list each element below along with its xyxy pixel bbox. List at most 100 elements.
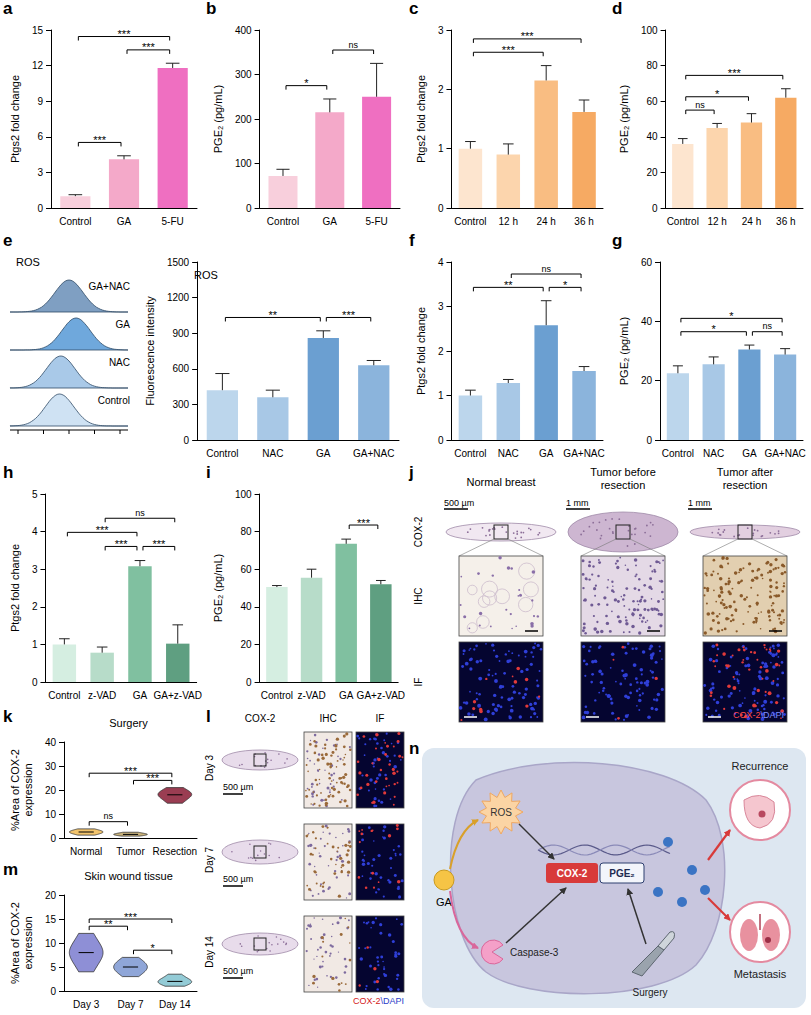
- svg-text:400: 400: [235, 25, 252, 36]
- svg-text:***: ***: [728, 67, 742, 79]
- svg-text:500 µm: 500 µm: [444, 498, 474, 508]
- svg-text:Normal breast: Normal breast: [466, 476, 535, 488]
- svg-text:3: 3: [37, 167, 43, 178]
- svg-text:***: ***: [357, 517, 371, 529]
- svg-text:***: ***: [521, 30, 535, 42]
- svg-text:3: 3: [438, 25, 444, 36]
- svg-text:5: 5: [50, 962, 56, 973]
- svg-text:***: ***: [124, 765, 138, 777]
- svg-text:PGE₂ (pg/mL): PGE₂ (pg/mL): [212, 554, 224, 622]
- svg-text:60: 60: [646, 96, 658, 107]
- svg-text:5-FU: 5-FU: [365, 216, 387, 227]
- svg-text:**: **: [504, 279, 513, 291]
- svg-text:expression: expression: [22, 763, 34, 816]
- svg-text:1 mm: 1 mm: [688, 498, 711, 508]
- svg-text:Metastasis: Metastasis: [734, 968, 787, 980]
- svg-text:***: ***: [146, 772, 160, 784]
- svg-text:%Area of COX-2: %Area of COX-2: [9, 902, 21, 984]
- svg-text:0: 0: [246, 203, 252, 214]
- svg-text:IHC: IHC: [319, 713, 336, 724]
- svg-text:6: 6: [37, 131, 43, 142]
- svg-text:Surgery: Surgery: [109, 717, 148, 729]
- svg-text:***: ***: [342, 309, 356, 321]
- svg-text:1 mm: 1 mm: [566, 498, 589, 508]
- svg-text:GA+z-VAD: GA+z-VAD: [357, 690, 405, 701]
- svg-text:PGE₂ (pg/mL): PGE₂ (pg/mL): [618, 317, 630, 385]
- svg-text:GA: GA: [133, 690, 148, 701]
- svg-text:ROS: ROS: [490, 807, 512, 818]
- svg-text:0: 0: [646, 435, 652, 446]
- svg-text:**: **: [269, 309, 278, 321]
- svg-text:5-FU: 5-FU: [162, 216, 184, 227]
- svg-text:Control: Control: [267, 216, 299, 227]
- svg-text:0: 0: [37, 203, 43, 214]
- svg-text:Fluorescence intensity: Fluorescence intensity: [144, 296, 156, 406]
- svg-text:***: ***: [118, 28, 132, 40]
- svg-text:Day 7: Day 7: [204, 847, 215, 874]
- svg-text:200: 200: [235, 114, 252, 125]
- svg-text:500 µm: 500 µm: [223, 874, 253, 884]
- svg-text:500 µm: 500 µm: [223, 966, 253, 976]
- svg-text:Ptgs2 fold change: Ptgs2 fold change: [415, 307, 427, 395]
- svg-text:12: 12: [32, 60, 44, 71]
- svg-text:***: ***: [152, 538, 166, 550]
- svg-text:***: ***: [93, 134, 107, 146]
- svg-text:15: 15: [32, 25, 44, 36]
- svg-text:PGE₂ (pg/mL): PGE₂ (pg/mL): [212, 85, 224, 153]
- svg-text:100: 100: [235, 158, 252, 169]
- svg-text:z-VAD: z-VAD: [88, 690, 116, 701]
- svg-text:GA+NAC: GA+NAC: [89, 281, 130, 292]
- svg-text:GA: GA: [742, 448, 757, 459]
- svg-text:5: 5: [32, 489, 38, 500]
- svg-text:ns: ns: [104, 811, 114, 821]
- svg-text:IF: IF: [376, 713, 385, 724]
- svg-text:Control: Control: [454, 448, 486, 459]
- svg-text:Control: Control: [662, 448, 694, 459]
- svg-text:20: 20: [240, 639, 252, 650]
- svg-text:Tumor before: Tumor before: [590, 466, 656, 478]
- svg-text:20: 20: [646, 167, 658, 178]
- svg-text:12 h: 12 h: [707, 216, 726, 227]
- svg-text:80: 80: [646, 60, 658, 71]
- svg-text:300: 300: [172, 399, 189, 410]
- svg-text:12 h: 12 h: [499, 216, 518, 227]
- svg-text:100: 100: [235, 489, 252, 500]
- svg-text:GA+NAC: GA+NAC: [353, 448, 394, 459]
- svg-text:*: *: [151, 942, 156, 954]
- svg-text:60: 60: [641, 257, 653, 268]
- svg-text:Day 14: Day 14: [159, 999, 191, 1010]
- svg-text:COX-2: COX-2: [413, 516, 424, 547]
- svg-text:24 h: 24 h: [742, 216, 761, 227]
- svg-text:ns: ns: [135, 508, 145, 518]
- svg-text:2: 2: [438, 346, 444, 357]
- svg-text:***: ***: [96, 524, 110, 536]
- svg-text:Control: Control: [48, 690, 80, 701]
- svg-text:Day 3: Day 3: [204, 755, 215, 782]
- svg-text:NAC: NAC: [262, 448, 283, 459]
- svg-text:1: 1: [32, 639, 38, 650]
- svg-text:80: 80: [240, 526, 252, 537]
- svg-text:PGE₂: PGE₂: [609, 868, 635, 879]
- svg-text:GA: GA: [316, 448, 331, 459]
- svg-text:Control: Control: [206, 448, 238, 459]
- svg-text:PGE₂ (pg/mL): PGE₂ (pg/mL): [618, 85, 630, 153]
- svg-text:24 h: 24 h: [536, 216, 555, 227]
- svg-text:2: 2: [438, 84, 444, 95]
- svg-text:Recurrence: Recurrence: [732, 760, 789, 772]
- svg-text:1: 1: [438, 390, 444, 401]
- svg-text:Caspase-3: Caspase-3: [510, 947, 559, 958]
- svg-text:Surgery: Surgery: [632, 987, 667, 998]
- svg-text:resection: resection: [723, 479, 768, 491]
- svg-text:1500: 1500: [167, 257, 190, 268]
- svg-text:resection: resection: [601, 479, 646, 491]
- svg-text:0: 0: [32, 677, 38, 688]
- svg-text:0: 0: [246, 677, 252, 688]
- svg-text:Control: Control: [98, 395, 130, 406]
- svg-text:%Area of COX-2: %Area of COX-2: [9, 749, 21, 831]
- svg-text:ROS: ROS: [16, 256, 40, 268]
- svg-text:*: *: [715, 88, 720, 100]
- svg-text:Day 7: Day 7: [117, 999, 144, 1010]
- svg-text:NAC: NAC: [498, 448, 519, 459]
- svg-text:ns: ns: [762, 321, 772, 331]
- svg-text:Day 3: Day 3: [73, 999, 100, 1010]
